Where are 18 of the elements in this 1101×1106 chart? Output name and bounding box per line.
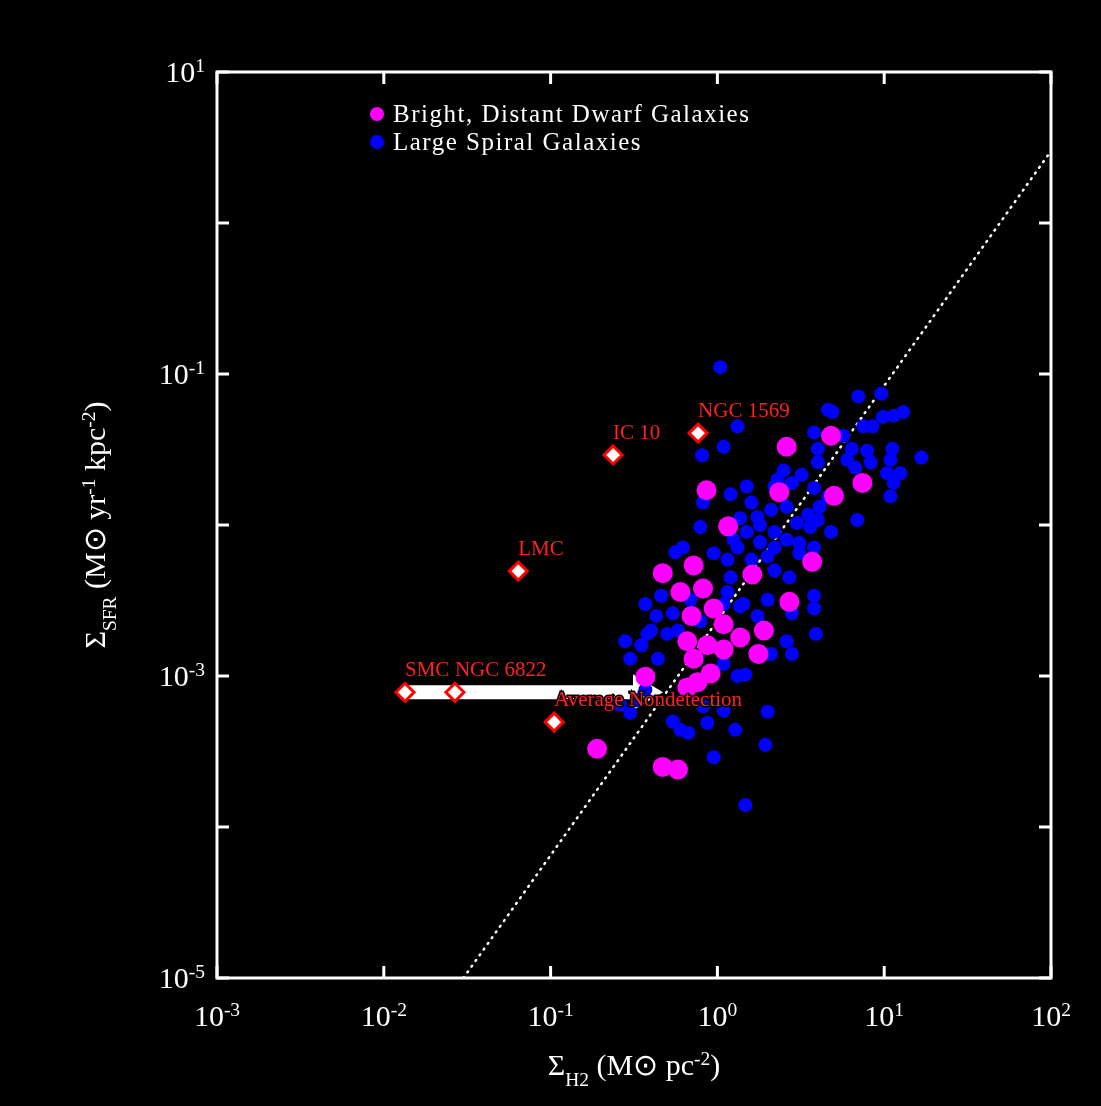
y-tick-label: 10$^{-3}$: [158, 658, 205, 692]
legend-label: Bright, Distant Dwarf Galaxies: [393, 100, 751, 127]
annotation: LMC: [518, 536, 564, 561]
y-tick-label: 10$^{1}$: [165, 54, 205, 88]
x-tick-label: 10$^{1}$: [864, 998, 905, 1032]
x-tick-label: 10$^{-1}$: [527, 998, 574, 1032]
x-axis-title: Σ$_{H2}$ (M⊙ pc$^{-2}$): [547, 1047, 721, 1090]
legend-label: Large Spiral Galaxies: [393, 128, 643, 155]
x-tick-label: 10$^{-3}$: [193, 998, 241, 1032]
y-tick-label: 10$^{-5}$: [158, 960, 205, 994]
x-tick-label: 10$^{0}$: [697, 998, 738, 1032]
annotation: SMC: [405, 657, 450, 682]
annotation: IC 10: [613, 419, 661, 444]
annotation: NGC 6822: [454, 657, 547, 682]
x-tick-label: 10$^{2}$: [1031, 998, 1071, 1032]
y-tick-label: 10$^{-1}$: [158, 356, 205, 390]
annotation: NGC 1569: [698, 398, 790, 423]
x-tick-label: 10$^{-2}$: [360, 998, 407, 1032]
